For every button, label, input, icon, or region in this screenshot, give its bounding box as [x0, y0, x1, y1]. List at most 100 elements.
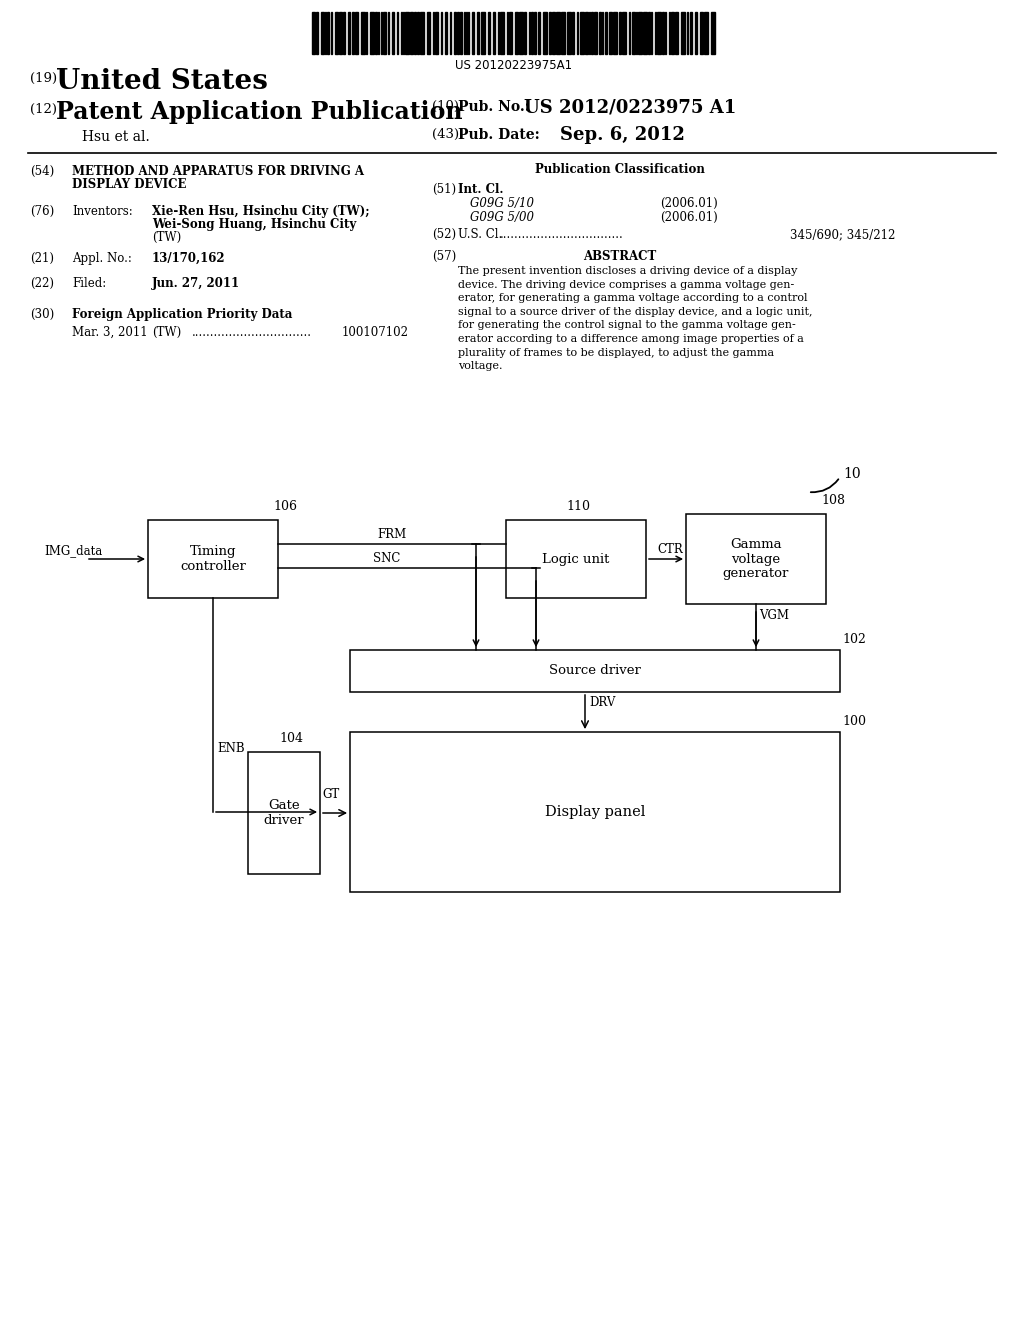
Bar — [414, 12, 416, 54]
Text: Publication Classification: Publication Classification — [536, 162, 705, 176]
Bar — [370, 12, 374, 54]
Text: (19): (19) — [30, 73, 57, 84]
Text: GT: GT — [322, 788, 339, 801]
Text: (22): (22) — [30, 277, 54, 290]
Text: SNC: SNC — [374, 552, 400, 565]
Text: Patent Application Publication: Patent Application Publication — [56, 100, 463, 124]
Bar — [643, 12, 647, 54]
Bar — [591, 12, 593, 54]
Text: Display panel: Display panel — [545, 805, 645, 818]
Bar — [472, 12, 474, 54]
Bar — [538, 12, 540, 54]
Bar — [515, 12, 518, 54]
Bar — [657, 12, 662, 54]
Bar — [561, 12, 565, 54]
Bar — [327, 12, 329, 54]
Text: G09G 5/00: G09G 5/00 — [470, 211, 534, 224]
Bar — [460, 12, 462, 54]
Text: The present invention discloses a driving device of a display
device. The drivin: The present invention discloses a drivin… — [458, 267, 812, 371]
Text: 106: 106 — [273, 500, 297, 513]
Bar — [531, 12, 534, 54]
Bar — [524, 12, 526, 54]
Bar — [321, 12, 324, 54]
Bar — [662, 12, 664, 54]
Text: (TW): (TW) — [152, 231, 181, 244]
Bar — [506, 520, 646, 598]
Bar — [549, 12, 551, 54]
Bar — [609, 12, 612, 54]
Bar — [686, 513, 826, 605]
Bar — [671, 12, 674, 54]
Bar — [632, 12, 635, 54]
Bar — [375, 12, 377, 54]
Text: ABSTRACT: ABSTRACT — [584, 249, 656, 263]
Bar — [350, 649, 840, 692]
Bar — [312, 12, 315, 54]
Bar — [622, 12, 626, 54]
Bar — [580, 12, 584, 54]
Text: (TW): (TW) — [152, 326, 181, 339]
Bar — [690, 12, 692, 54]
Text: (10): (10) — [432, 100, 459, 114]
Bar — [534, 12, 536, 54]
Text: (21): (21) — [30, 252, 54, 265]
Text: Pub. No.:: Pub. No.: — [458, 100, 529, 114]
Text: Foreign Application Priority Data: Foreign Application Priority Data — [72, 308, 293, 321]
Text: (51): (51) — [432, 183, 456, 195]
Text: 108: 108 — [821, 494, 845, 507]
Text: Inventors:: Inventors: — [72, 205, 133, 218]
Text: Int. Cl.: Int. Cl. — [458, 183, 504, 195]
Bar — [316, 12, 318, 54]
Bar — [481, 12, 485, 54]
Text: (52): (52) — [432, 228, 456, 242]
Bar — [552, 12, 555, 54]
Bar — [599, 12, 601, 54]
Bar — [509, 12, 512, 54]
Text: (54): (54) — [30, 165, 54, 178]
Text: Jun. 27, 2011: Jun. 27, 2011 — [152, 277, 240, 290]
Text: VGM: VGM — [759, 609, 790, 622]
Text: 110: 110 — [566, 500, 590, 513]
Text: Gamma
voltage
generator: Gamma voltage generator — [723, 537, 790, 581]
Bar — [500, 12, 504, 54]
Bar — [519, 12, 523, 54]
Text: ENB: ENB — [217, 742, 245, 755]
Text: (43): (43) — [432, 128, 459, 141]
Bar — [594, 12, 597, 54]
Bar — [420, 12, 424, 54]
Bar — [705, 12, 708, 54]
Bar — [675, 12, 678, 54]
Bar — [339, 12, 342, 54]
Bar — [700, 12, 703, 54]
Bar — [605, 12, 607, 54]
Text: Gate
driver: Gate driver — [264, 799, 304, 828]
Text: (76): (76) — [30, 205, 54, 218]
Bar — [493, 12, 495, 54]
Bar — [148, 520, 278, 598]
Bar — [457, 12, 459, 54]
Bar — [585, 12, 588, 54]
Text: US 20120223975A1: US 20120223975A1 — [456, 59, 572, 73]
Bar — [392, 12, 394, 54]
Bar — [417, 12, 419, 54]
Text: Source driver: Source driver — [549, 664, 641, 677]
Bar — [648, 12, 650, 54]
Text: (2006.01): (2006.01) — [660, 211, 718, 224]
Text: Appl. No.:: Appl. No.: — [72, 252, 132, 265]
Bar — [572, 12, 574, 54]
Text: G09G 5/10: G09G 5/10 — [470, 197, 534, 210]
Text: 345/690; 345/212: 345/690; 345/212 — [790, 228, 895, 242]
Bar — [352, 12, 354, 54]
Bar — [361, 12, 365, 54]
Bar — [681, 12, 685, 54]
Text: (12): (12) — [30, 103, 57, 116]
Bar — [350, 733, 840, 892]
Text: DISPLAY DEVICE: DISPLAY DEVICE — [72, 178, 186, 191]
Bar — [638, 12, 642, 54]
Bar — [343, 12, 345, 54]
Text: 104: 104 — [279, 733, 303, 744]
Text: 10: 10 — [843, 467, 860, 480]
Text: ................................: ................................ — [193, 326, 312, 339]
Bar — [445, 12, 447, 54]
Text: CTR: CTR — [657, 543, 683, 556]
